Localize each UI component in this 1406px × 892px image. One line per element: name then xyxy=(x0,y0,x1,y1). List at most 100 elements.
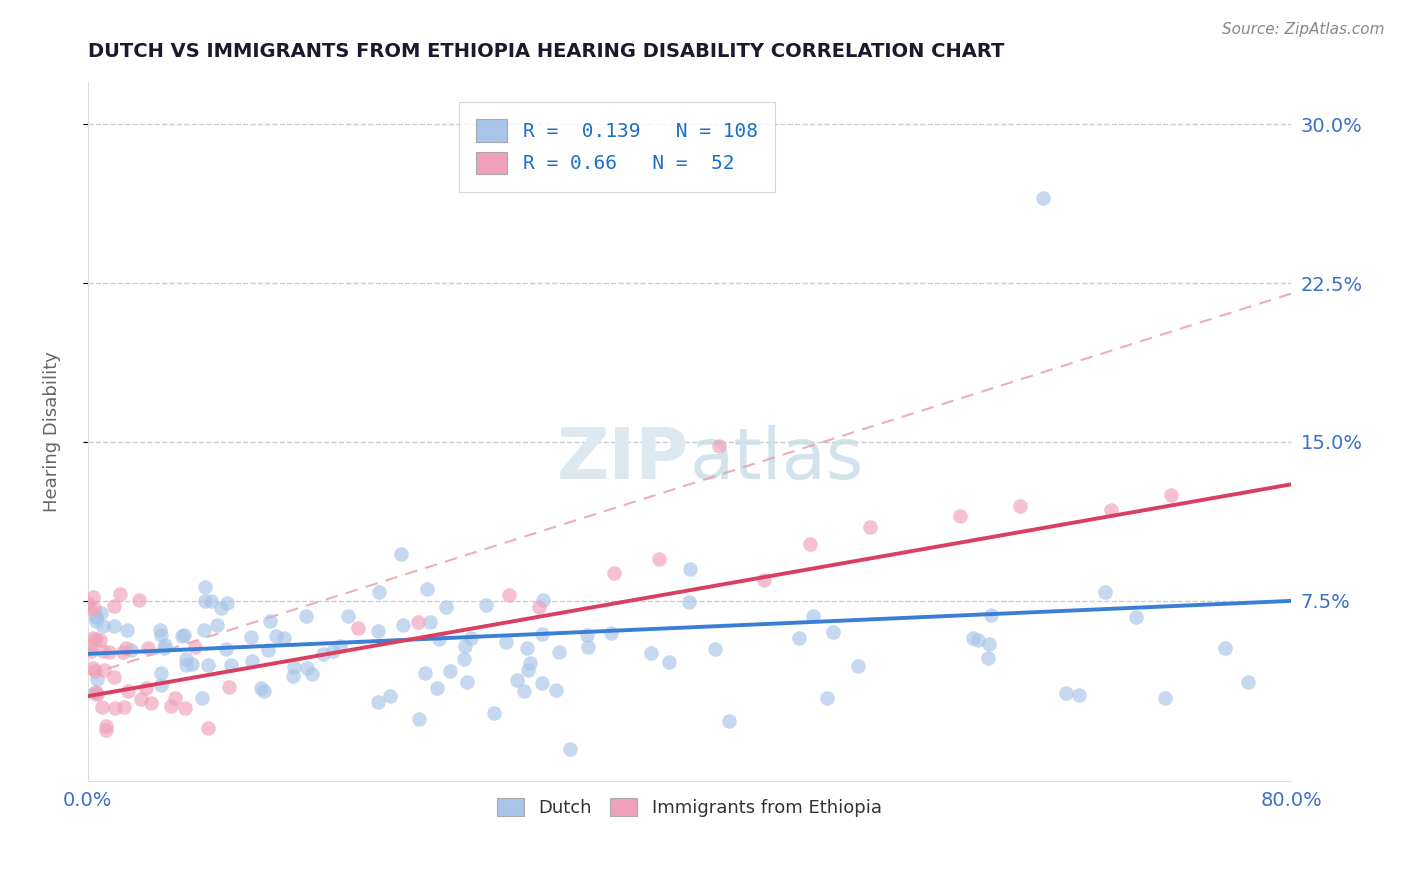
Point xyxy=(96,723,118,737)
Point xyxy=(1032,191,1054,205)
Point xyxy=(129,691,152,706)
Point xyxy=(264,628,287,642)
Point xyxy=(83,601,105,615)
Point xyxy=(194,580,217,594)
Point xyxy=(419,615,441,629)
Point xyxy=(117,683,139,698)
Point xyxy=(82,660,104,674)
Point xyxy=(84,614,107,628)
Point xyxy=(1094,585,1116,599)
Point xyxy=(576,628,599,642)
Point xyxy=(337,608,360,623)
Point xyxy=(153,641,176,656)
Point xyxy=(218,680,240,694)
Point xyxy=(173,628,195,642)
Point xyxy=(93,644,115,658)
Point xyxy=(93,663,115,677)
Point xyxy=(408,712,430,726)
Point xyxy=(576,640,599,654)
Point xyxy=(547,645,569,659)
Point xyxy=(368,585,391,599)
Point xyxy=(163,690,186,705)
Point xyxy=(108,587,131,601)
Point xyxy=(718,714,741,729)
Point xyxy=(516,640,538,655)
Point xyxy=(817,690,839,705)
Point xyxy=(329,639,352,653)
Point xyxy=(96,719,118,733)
Point xyxy=(558,742,581,756)
Point xyxy=(378,689,401,703)
Point xyxy=(475,598,498,612)
Text: ZIP: ZIP xyxy=(557,425,689,494)
Point xyxy=(803,609,825,624)
Point xyxy=(136,641,159,656)
Point xyxy=(787,631,810,645)
Point xyxy=(295,661,318,675)
Point xyxy=(966,632,988,647)
Text: DUTCH VS IMMIGRANTS FROM ETHIOPIA HEARING DISABILITY CORRELATION CHART: DUTCH VS IMMIGRANTS FROM ETHIOPIA HEARIN… xyxy=(87,42,1004,61)
Point xyxy=(86,672,108,686)
Point xyxy=(91,619,114,633)
Point xyxy=(174,700,197,714)
Point xyxy=(648,551,671,566)
Point xyxy=(980,607,1002,622)
Point xyxy=(150,665,173,680)
Point xyxy=(190,690,212,705)
Point xyxy=(312,647,335,661)
Point xyxy=(114,641,136,656)
Point xyxy=(79,640,101,654)
Point xyxy=(209,601,232,615)
Point xyxy=(253,684,276,698)
Text: atlas: atlas xyxy=(689,425,863,494)
Point xyxy=(516,663,538,677)
Point xyxy=(519,657,541,671)
Point xyxy=(679,562,702,576)
Point xyxy=(527,600,550,615)
Point xyxy=(160,699,183,714)
Point xyxy=(322,644,344,658)
Point xyxy=(454,640,477,654)
Point xyxy=(90,606,112,620)
Point xyxy=(949,509,972,524)
Point xyxy=(240,654,263,668)
Point xyxy=(460,631,482,645)
Point xyxy=(531,676,554,690)
Point xyxy=(295,608,318,623)
Point xyxy=(823,625,845,640)
Point xyxy=(544,683,567,698)
Point xyxy=(704,641,727,656)
Point xyxy=(434,599,457,614)
Point xyxy=(427,632,450,646)
Point xyxy=(1099,502,1122,516)
Point xyxy=(439,664,461,678)
Point xyxy=(150,628,173,642)
Point xyxy=(367,624,389,638)
Point xyxy=(1160,488,1182,502)
Point xyxy=(141,696,163,710)
Point xyxy=(240,630,263,644)
Point xyxy=(82,590,104,604)
Point xyxy=(799,537,821,551)
Point xyxy=(128,593,150,607)
Point xyxy=(1237,675,1260,690)
Point xyxy=(120,643,142,657)
Point xyxy=(531,592,554,607)
Point xyxy=(172,629,194,643)
Point xyxy=(1010,499,1032,513)
Point xyxy=(86,610,108,624)
Point xyxy=(257,642,280,657)
Point xyxy=(259,614,281,628)
Point xyxy=(115,624,138,638)
Point xyxy=(197,657,219,672)
Point xyxy=(1054,686,1077,700)
Point xyxy=(367,695,389,709)
Text: Source: ZipAtlas.com: Source: ZipAtlas.com xyxy=(1222,22,1385,37)
Point xyxy=(153,638,176,652)
Point xyxy=(603,566,626,581)
Point xyxy=(453,652,475,666)
Point xyxy=(86,687,108,701)
Point xyxy=(104,700,127,714)
Point xyxy=(678,594,700,608)
Point xyxy=(193,623,215,637)
